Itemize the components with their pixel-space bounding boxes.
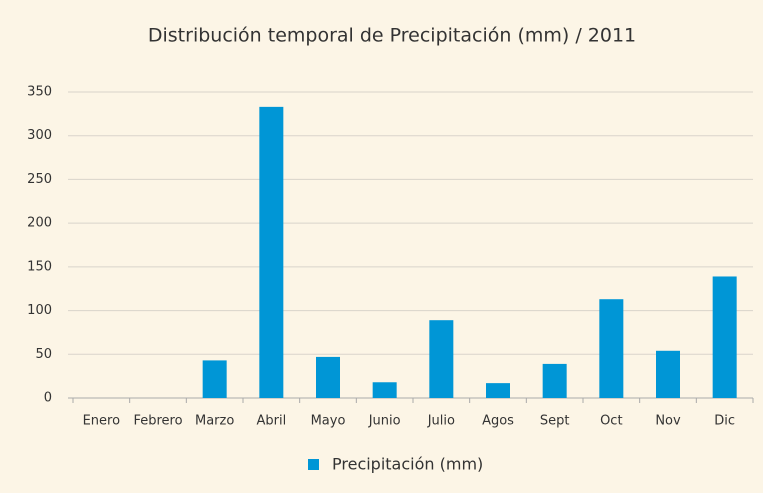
bar [372, 382, 397, 398]
bar [542, 363, 567, 398]
bar [712, 276, 737, 398]
legend-label: Precipitación (mm) [332, 455, 483, 474]
bar [656, 350, 680, 398]
bar [599, 299, 624, 398]
y-tick-label: 300 [27, 128, 52, 143]
bar [316, 356, 340, 398]
x-tick-label: Agos [482, 414, 514, 429]
y-tick-label: 0 [44, 391, 52, 406]
x-tick-label: Abril [256, 414, 286, 429]
x-tick-label: Mayo [311, 414, 346, 429]
bar [202, 360, 227, 398]
x-tick-label: Marzo [195, 414, 234, 429]
bar [486, 383, 510, 398]
x-tick-label: Febrero [133, 414, 182, 429]
chart-title: Distribución temporal de Precipitación (… [148, 25, 636, 47]
x-tick-label: Sept [540, 414, 570, 429]
x-tick-label: Dic [714, 414, 735, 429]
x-tick-label: Julio [427, 414, 455, 429]
legend-swatch [308, 459, 319, 470]
bar [259, 106, 284, 398]
y-tick-label: 350 [27, 85, 52, 100]
x-tick-label: Oct [600, 414, 622, 429]
y-tick-label: 250 [27, 172, 52, 187]
y-tick-label: 150 [27, 259, 52, 274]
bar [429, 320, 454, 398]
x-tick-label: Nov [655, 414, 681, 429]
y-tick-label: 200 [27, 216, 52, 231]
x-tick-label: Enero [83, 414, 121, 429]
x-tick-label: Junio [368, 414, 401, 429]
y-tick-label: 100 [27, 303, 52, 318]
y-tick-label: 50 [35, 347, 52, 362]
